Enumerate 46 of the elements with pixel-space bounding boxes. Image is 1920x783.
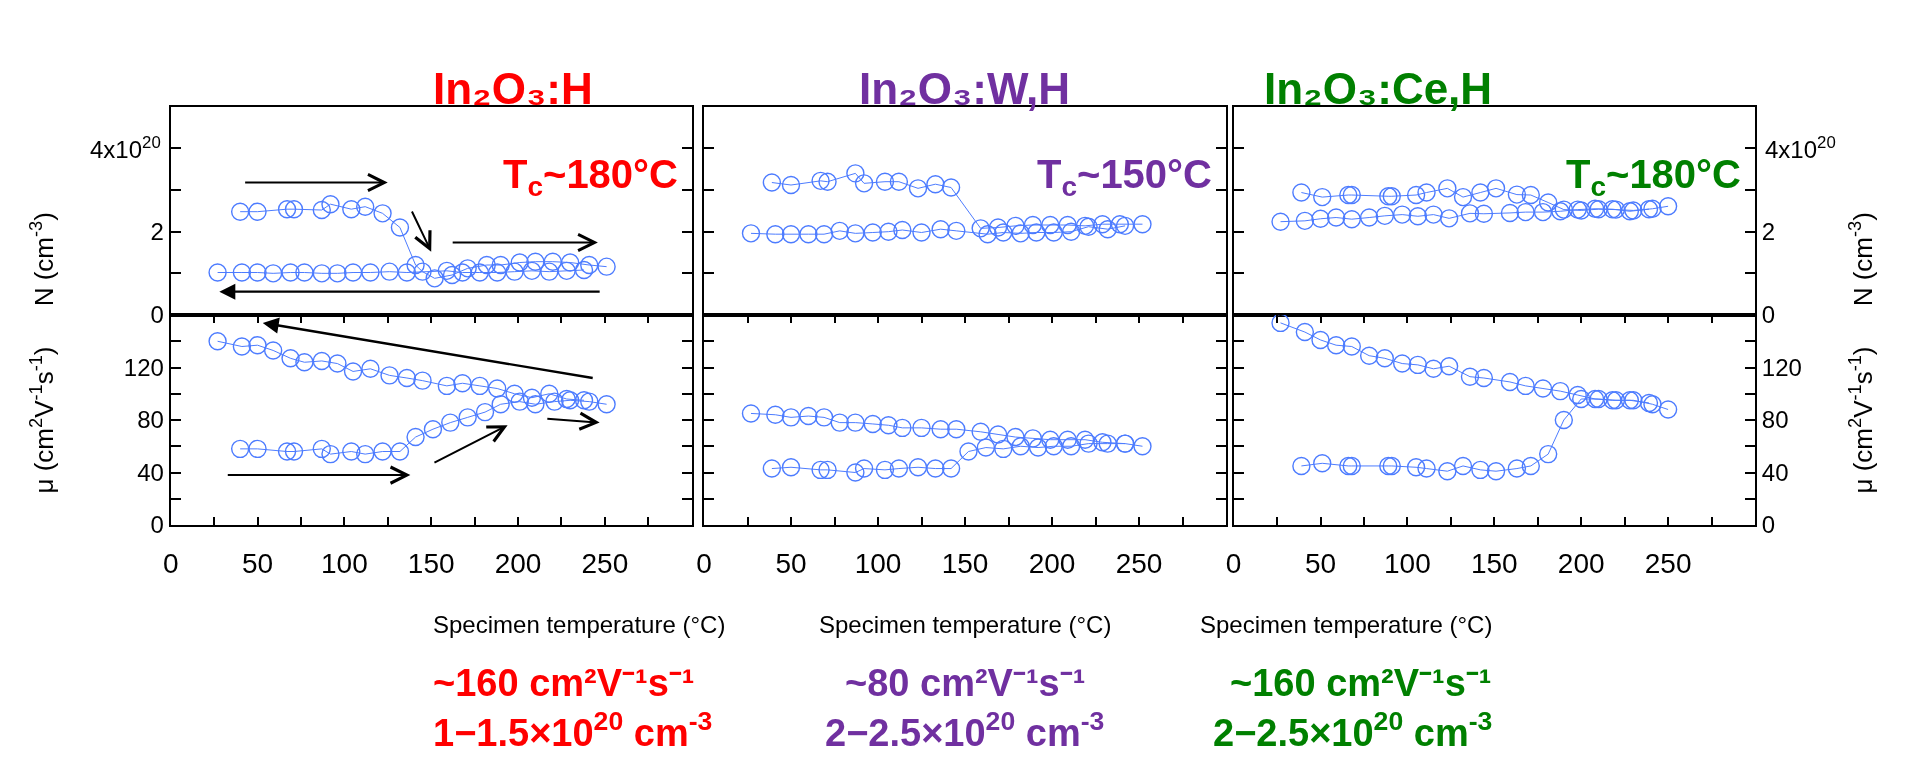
x-tick-label: 0	[696, 547, 712, 579]
x-tick-label: 100	[854, 547, 902, 579]
x-tick-label: 200	[1557, 547, 1605, 579]
annotation: T$_{c}$~180°C	[1566, 152, 1741, 203]
y2-tick-label: 0	[1761, 301, 1776, 329]
y2-tick-label: 2	[1761, 218, 1776, 246]
text: 1−1.5×10$^{20}$ cm$^{-3}$	[433, 706, 713, 754]
y-tick-label: 0	[150, 511, 164, 539]
y2-tick-label: 120	[1761, 353, 1802, 381]
x-tick-label: 250	[1644, 547, 1692, 579]
y2-tick-label: 80	[1761, 406, 1789, 434]
y-tick-label: 40	[137, 458, 164, 486]
x-tick-label: 100	[321, 547, 368, 579]
text: 4x10$^{20}$	[1765, 133, 1836, 164]
x-tick-label: 250	[581, 547, 629, 579]
x-tick-label: 50	[775, 547, 807, 579]
annotation: T$_{c}$~150°C	[1037, 152, 1212, 203]
text: 2−2.5×10$^{20}$ cm$^{-3}$	[825, 706, 1105, 754]
x-axis-title: Specimen temperature (°C)	[819, 611, 1112, 638]
text: ~80 cm²V⁻¹s⁻¹	[845, 662, 1086, 704]
x-tick-label: 50	[1304, 547, 1337, 579]
y-tick-label: 2	[150, 218, 164, 246]
x-tick-label: 150	[941, 547, 989, 579]
x-tick-label: 200	[494, 547, 542, 579]
text: 2−2.5×10$^{20}$ cm$^{-3}$	[1213, 706, 1493, 754]
y-tick-label: 0	[150, 301, 164, 329]
x-tick-label: 50	[241, 547, 274, 579]
x-tick-label: 250	[1115, 547, 1163, 579]
chart-title: In₂O₃:H	[433, 64, 593, 113]
x-tick-label: 150	[1470, 547, 1518, 579]
chart-title: In₂O₃:Ce,H	[1264, 64, 1493, 113]
text: ~160 cm²V⁻¹s⁻¹	[433, 662, 695, 704]
y-tick-label: 120	[123, 353, 164, 381]
x-tick-label: 200	[1028, 547, 1076, 579]
text: 4x10$^{20}$	[90, 133, 161, 164]
x-tick-label: 100	[1384, 547, 1431, 579]
chart-title: In₂O₃:W,H	[859, 64, 1070, 113]
text: ~160 cm²V⁻¹s⁻¹	[1230, 662, 1492, 704]
y2-tick-label: 40	[1761, 458, 1789, 486]
x-tick-label: 0	[1225, 547, 1242, 579]
y2-tick-label: 0	[1761, 511, 1776, 539]
x-axis-title: Specimen temperature (°C)	[433, 611, 726, 638]
y-tick-label: 80	[137, 406, 164, 434]
x-tick-label: 150	[407, 547, 455, 579]
annotation: T$_{c}$~180°C	[503, 152, 678, 203]
x-axis-title: Specimen temperature (°C)	[1200, 611, 1493, 638]
